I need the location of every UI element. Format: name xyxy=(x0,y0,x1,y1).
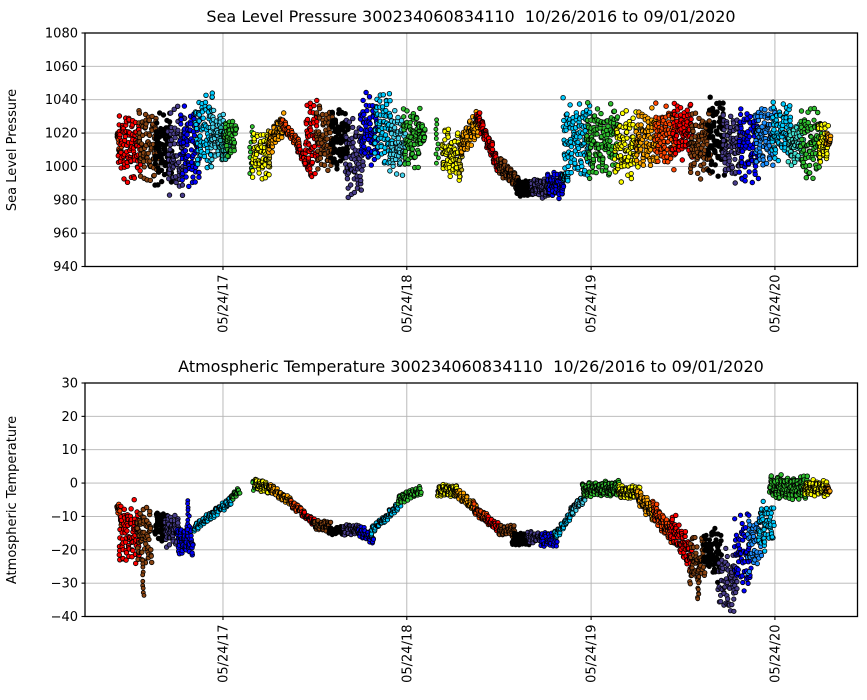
x-tick-label: 05/24/19 xyxy=(585,625,600,683)
pressure-plot: 1080 1060 1040 1020 1000 980 960 940 05/24/17 05/… xyxy=(5,7,859,333)
pressure-points xyxy=(114,89,834,202)
y-tick-label: 980 xyxy=(53,193,78,208)
x-tick-label: 05/24/18 xyxy=(400,275,415,333)
temperature-plot: 30 20 10 0 −10 −20 −30 −40 05/24/17 05/24/18 05/24… xyxy=(5,357,859,683)
y-tick-label: 30 xyxy=(61,377,78,392)
y-tick-label: −10 xyxy=(51,510,78,525)
x-tick-label: 05/24/20 xyxy=(768,275,783,333)
y-tick-label: 0 xyxy=(70,477,78,492)
pressure-title: Sea Level Pressure 300234060834110 10/26… xyxy=(206,7,735,26)
temperature-title: Atmospheric Temperature 300234060834110 … xyxy=(178,357,764,376)
y-tick-label: −20 xyxy=(51,543,78,558)
x-tick-label: 05/24/19 xyxy=(585,275,600,333)
x-tick-label: 05/24/18 xyxy=(400,625,415,683)
temperature-ylabel: Atmospheric Temperature xyxy=(5,416,20,584)
y-tick-label: −40 xyxy=(51,610,78,625)
temperature-axes: 30 20 10 0 −10 −20 −30 −40 05/24/17 05/24/18 05/24… xyxy=(51,377,859,683)
temperature-points xyxy=(114,472,833,614)
y-tick-label: 1080 xyxy=(45,27,78,42)
x-tick-label: 05/24/20 xyxy=(768,625,783,683)
y-tick-label: 1000 xyxy=(45,160,78,175)
pressure-ylabel: Sea Level Pressure xyxy=(5,89,20,211)
x-tick-label: 05/24/17 xyxy=(216,275,231,333)
y-tick-label: 20 xyxy=(61,410,78,425)
y-tick-label: 1040 xyxy=(45,93,78,108)
y-tick-label: 960 xyxy=(53,227,78,242)
pressure-axes: 1080 1060 1040 1020 1000 980 960 940 05/24/17 05/… xyxy=(45,27,859,333)
y-tick-label: 1060 xyxy=(45,60,78,75)
y-tick-label: 10 xyxy=(61,443,78,458)
y-tick-label: 1020 xyxy=(45,127,78,142)
x-tick-label: 05/24/17 xyxy=(216,625,231,683)
y-tick-label: −30 xyxy=(51,577,78,592)
y-tick-label: 940 xyxy=(53,260,78,275)
